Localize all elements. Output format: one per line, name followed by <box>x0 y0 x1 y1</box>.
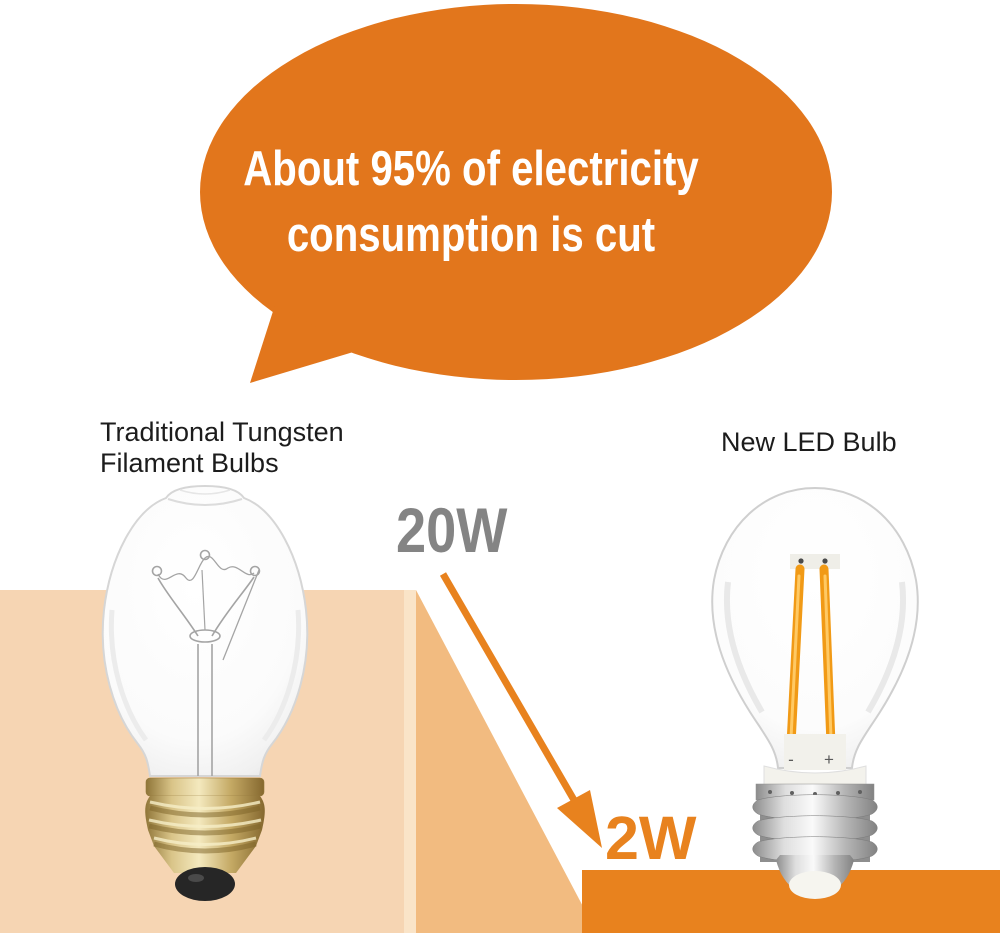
polarity-minus: - <box>788 750 794 769</box>
arrow-shaft <box>439 572 578 802</box>
glass-shade-left <box>108 609 149 742</box>
filament-holder <box>790 554 840 569</box>
arrow-head <box>557 790 602 848</box>
speech-bubble-body <box>200 4 832 380</box>
contact-tip <box>175 867 235 901</box>
led-screw-base <box>752 783 878 899</box>
callout-text: About 95% of electricity consumption is … <box>217 136 725 268</box>
wattage-2w: 2W <box>605 804 697 872</box>
holder-pin-left <box>798 558 804 564</box>
led-bulb-label: New LED Bulb <box>721 427 897 457</box>
speech-bubble <box>200 4 832 383</box>
holder-pin-right <box>822 558 828 564</box>
speech-bubble-tail <box>250 305 360 383</box>
wattage-20w: 20W <box>396 496 508 566</box>
incandescent-glass <box>101 484 309 777</box>
glass-top-facet <box>179 489 231 495</box>
led-glass-shade-left <box>724 581 765 714</box>
traditional-label-line-2: Filament Bulbs <box>100 448 279 478</box>
polarity-plus: + <box>824 750 834 769</box>
led-glass-shade-right <box>865 581 906 714</box>
callout-line-1: About 95% of electricity <box>243 142 699 196</box>
glass-shade-right <box>261 609 302 742</box>
filament-assembly <box>151 549 261 776</box>
led-bulb-image: - + <box>711 486 919 899</box>
led-glass <box>711 486 919 769</box>
traditional-label-line-1: Traditional Tungsten <box>100 417 344 447</box>
brass-base <box>145 777 265 901</box>
incandescent-bulb-image <box>101 484 309 901</box>
peach-wedge <box>416 590 597 933</box>
led-base-plate <box>784 734 846 770</box>
traditional-bulb-label: Traditional Tungsten Filament Bulbs <box>100 417 344 479</box>
led-bottom-dome <box>789 871 841 899</box>
glass-top-seam <box>167 498 243 506</box>
peach-seam <box>404 590 416 933</box>
callout-line-2: consumption is cut <box>286 208 656 262</box>
